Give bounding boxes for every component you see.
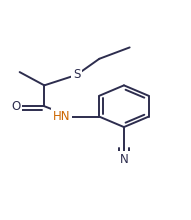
Text: HN: HN [52,110,70,123]
Text: S: S [73,68,80,81]
Text: O: O [11,100,20,113]
Text: N: N [120,153,128,166]
